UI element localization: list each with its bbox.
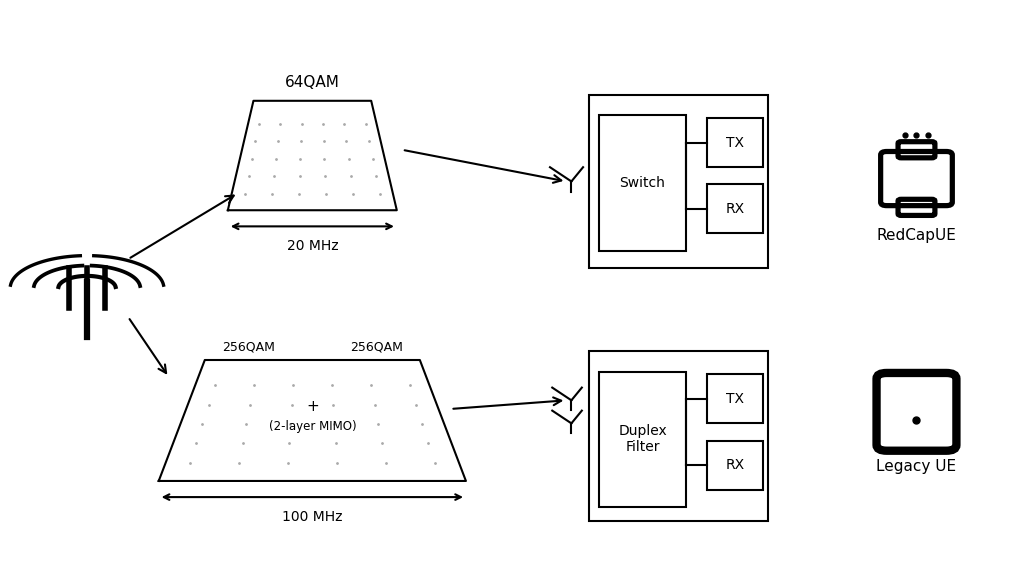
Text: TX: TX: [726, 135, 743, 150]
Bar: [589, 95, 768, 268]
Text: RX: RX: [725, 458, 744, 472]
Bar: [707, 374, 763, 423]
Bar: [707, 441, 763, 490]
Text: 64QAM: 64QAM: [285, 75, 340, 90]
Text: RX: RX: [725, 202, 744, 216]
Text: 256QAM: 256QAM: [350, 340, 402, 353]
Text: 20 MHz: 20 MHz: [287, 239, 338, 253]
Text: 256QAM: 256QAM: [222, 340, 274, 353]
Text: Duplex
Filter: Duplex Filter: [618, 424, 667, 454]
Text: +: +: [306, 399, 318, 414]
Text: TX: TX: [726, 392, 743, 406]
Text: Legacy UE: Legacy UE: [877, 460, 956, 475]
Text: RedCapUE: RedCapUE: [877, 228, 956, 242]
Bar: [707, 118, 763, 167]
Bar: [589, 351, 768, 521]
Bar: [599, 115, 686, 251]
Text: Switch: Switch: [620, 176, 666, 190]
Text: 100 MHz: 100 MHz: [282, 510, 343, 524]
Text: (2-layer MIMO): (2-layer MIMO): [268, 420, 356, 433]
Bar: [707, 184, 763, 233]
Bar: [599, 372, 686, 507]
